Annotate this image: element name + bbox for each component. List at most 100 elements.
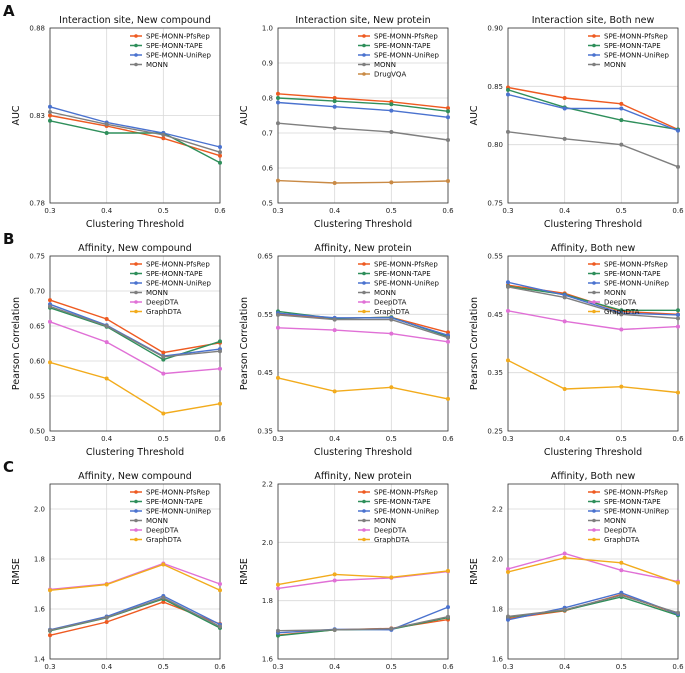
data-point	[619, 118, 624, 123]
x-tick-label: 0.3	[44, 207, 55, 215]
legend-entry: SPE-MONN-PfsRep	[374, 261, 438, 269]
series-line	[277, 377, 449, 400]
data-point	[276, 375, 280, 380]
data-point	[676, 610, 680, 615]
series-line	[49, 120, 221, 164]
data-point	[619, 384, 624, 389]
legend-entry: SPE-MONN-PfsRep	[146, 261, 210, 269]
legend-marker	[362, 72, 366, 76]
data-point	[619, 593, 624, 598]
legend-entry: SPE-MONN-UniRep	[374, 280, 440, 288]
legend-entry: DeepDTA	[604, 299, 637, 307]
legend-entry: GraphDTA	[374, 536, 410, 544]
legend-marker	[134, 309, 138, 314]
legend-marker	[592, 300, 596, 304]
data-point	[446, 335, 450, 340]
data-point	[332, 317, 337, 322]
data-point	[619, 308, 624, 313]
x-tick-label: 0.4	[559, 663, 571, 671]
y-tick-label: 0.45	[487, 311, 503, 319]
series-line	[277, 616, 449, 637]
data-point	[218, 582, 222, 586]
data-point	[161, 350, 166, 355]
x-tick-label: 0.4	[559, 435, 571, 443]
y-tick-label: 0.8	[262, 95, 273, 103]
chart-title: Interaction site, New protein	[295, 15, 430, 26]
data-point	[218, 588, 222, 593]
y-tick-label: 0.55	[487, 253, 503, 261]
y-axis-label: AUC	[469, 105, 480, 125]
legend-entry: MONN	[146, 289, 168, 297]
legend-entry: GraphDTA	[374, 308, 410, 316]
data-point	[276, 121, 280, 126]
data-point	[218, 401, 222, 406]
x-axis-label: Clustering Threshold	[314, 219, 412, 230]
legend-marker	[134, 499, 138, 504]
data-point	[48, 113, 52, 118]
x-tick-label: 0.4	[101, 663, 113, 671]
legend-entry: DeepDTA	[604, 527, 637, 535]
legend-entry: DrugVQA	[374, 71, 406, 79]
series-line	[507, 281, 679, 316]
plot-frame	[507, 27, 679, 204]
legend-entry: GraphDTA	[146, 308, 182, 316]
data-point	[676, 164, 680, 169]
series-line	[507, 552, 679, 583]
y-tick-label: 0.80	[487, 141, 503, 149]
x-tick-label: 0.5	[158, 207, 169, 215]
y-tick-label: 2.2	[492, 506, 503, 514]
legend-marker	[134, 262, 138, 266]
y-tick-label: 0.78	[29, 200, 45, 208]
chart-title: Affinity, New compound	[78, 471, 192, 482]
y-tick-label: 0.90	[487, 25, 503, 33]
y-tick-label: 0.75	[29, 253, 45, 261]
data-point	[506, 308, 510, 313]
data-point	[276, 325, 280, 330]
legend-entry: SPE-MONN-TAPE	[374, 42, 431, 50]
legend-entry: MONN	[604, 289, 626, 297]
legend-entry: SPE-MONN-TAPE	[146, 498, 203, 506]
x-tick-label: 0.6	[214, 207, 226, 215]
x-tick-label: 0.4	[559, 207, 571, 215]
data-point	[562, 551, 567, 556]
data-point	[218, 339, 222, 344]
series-line	[49, 111, 221, 153]
x-axis-label: Clustering Threshold	[544, 219, 642, 230]
data-point	[276, 582, 280, 587]
legend-marker	[134, 34, 138, 38]
chart-title: Affinity, New protein	[314, 471, 411, 482]
legend-entry: SPE-MONN-TAPE	[604, 42, 661, 50]
legend-marker	[362, 53, 366, 57]
x-tick-label: 0.3	[502, 435, 513, 443]
legend-marker	[592, 53, 596, 57]
legend-marker	[592, 271, 596, 276]
legend-entry: SPE-MONN-PfsRep	[146, 33, 210, 41]
y-tick-label: 1.8	[34, 556, 45, 564]
data-point	[48, 588, 52, 593]
legend-entry: GraphDTA	[604, 536, 640, 544]
y-tick-label: 0.75	[487, 200, 503, 208]
y-tick-label: 0.35	[487, 369, 503, 377]
legend-entry: DeepDTA	[374, 527, 407, 535]
x-tick-label: 0.3	[272, 663, 283, 671]
data-point	[276, 178, 280, 183]
y-tick-label: 0.35	[257, 428, 273, 436]
data-point	[389, 317, 394, 322]
plot-frame	[49, 483, 221, 660]
legend-marker	[362, 290, 366, 295]
y-tick-label: 2.0	[492, 556, 503, 564]
data-point	[562, 96, 567, 100]
x-tick-label: 0.4	[101, 207, 113, 215]
data-point	[389, 385, 394, 390]
data-point	[506, 87, 510, 92]
data-point	[161, 411, 166, 416]
data-point	[446, 330, 450, 335]
series-line	[49, 598, 221, 632]
y-tick-label: 1.4	[34, 656, 46, 664]
series-line	[49, 114, 221, 157]
series-line	[507, 286, 679, 320]
legend-entry: SPE-MONN-TAPE	[374, 498, 431, 506]
legend-entry: SPE-MONN-PfsRep	[374, 489, 438, 497]
series-line	[277, 314, 449, 339]
